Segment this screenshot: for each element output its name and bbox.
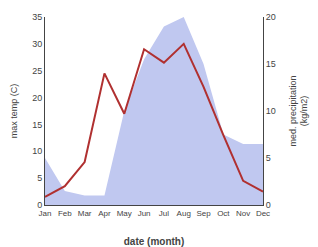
svg-text:max temp (C): max temp (C) bbox=[9, 84, 19, 139]
svg-text:20: 20 bbox=[32, 93, 42, 103]
svg-text:25: 25 bbox=[32, 66, 42, 76]
svg-text:10: 10 bbox=[32, 146, 42, 156]
svg-text:0: 0 bbox=[266, 200, 271, 210]
svg-text:Feb: Feb bbox=[58, 209, 72, 218]
svg-text:Aug: Aug bbox=[177, 209, 191, 218]
svg-text:Sep: Sep bbox=[196, 209, 211, 218]
svg-text:date (month): date (month) bbox=[124, 236, 185, 247]
svg-text:Jan: Jan bbox=[39, 209, 52, 218]
svg-text:10: 10 bbox=[266, 106, 276, 116]
svg-text:5: 5 bbox=[266, 153, 271, 163]
svg-text:Mar: Mar bbox=[78, 209, 92, 218]
svg-text:Jun: Jun bbox=[138, 209, 151, 218]
svg-text:20: 20 bbox=[266, 12, 276, 22]
svg-text:5: 5 bbox=[37, 173, 42, 183]
svg-text:May: May bbox=[117, 209, 132, 218]
svg-text:med. precipitation(kg/m2): med. precipitation(kg/m2) bbox=[288, 75, 310, 146]
svg-text:15: 15 bbox=[266, 59, 276, 69]
svg-text:Apr: Apr bbox=[98, 209, 111, 218]
svg-text:30: 30 bbox=[32, 39, 42, 49]
svg-text:Dec: Dec bbox=[256, 209, 270, 218]
svg-text:Nov: Nov bbox=[236, 209, 250, 218]
svg-text:Jul: Jul bbox=[159, 209, 169, 218]
svg-text:35: 35 bbox=[32, 12, 42, 22]
svg-text:Oct: Oct bbox=[217, 209, 230, 218]
svg-text:15: 15 bbox=[32, 120, 42, 130]
svg-text:0: 0 bbox=[37, 200, 42, 210]
